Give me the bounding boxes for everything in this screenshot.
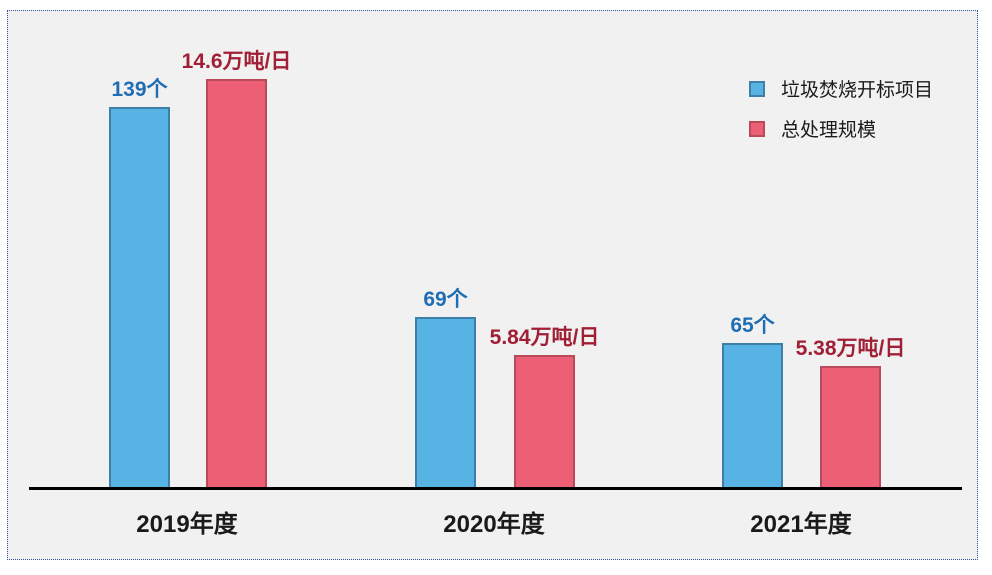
plot-area: 139个 14.6万吨/日 69个 5.84万吨/日 65个 5.38万吨/日 2019年…	[8, 11, 977, 559]
bar-scale-g1	[206, 79, 267, 489]
legend-label-projects: 垃圾焚烧开标项目	[781, 80, 934, 101]
bar-projects-g3	[722, 343, 783, 489]
bar-scale-g3	[820, 366, 881, 489]
x-axis-label-2: 2020年度	[443, 511, 545, 538]
bar-projects-g2	[415, 317, 476, 489]
chart-frame: 139个 14.6万吨/日 69个 5.84万吨/日 65个 5.38万吨/日 2019年…	[7, 10, 978, 560]
x-axis-line	[29, 487, 962, 490]
bar-value-label-scale-g1: 14.6万吨/日	[181, 49, 292, 73]
x-axis-label-3: 2021年度	[750, 511, 852, 538]
legend-item-scale: 总处理规模	[749, 115, 933, 142]
bar-value-label-projects-g2: 69个	[423, 287, 468, 311]
bar-value-label-scale-g3: 5.38万吨/日	[795, 336, 906, 360]
legend: 垃圾焚烧开标项目 总处理规模	[749, 75, 933, 155]
bar-scale-g2	[514, 355, 575, 489]
bar-projects-g1	[109, 107, 170, 489]
bar-value-label-projects-g1: 139个	[111, 77, 168, 101]
legend-swatch-blue	[749, 80, 765, 97]
legend-swatch-red	[749, 120, 765, 137]
legend-label-scale: 总处理规模	[781, 120, 877, 141]
x-axis-label-1: 2019年度	[136, 511, 238, 538]
legend-item-projects: 垃圾焚烧开标项目	[749, 75, 933, 102]
bar-value-label-scale-g2: 5.84万吨/日	[489, 325, 600, 349]
bar-value-label-projects-g3: 65个	[730, 313, 775, 337]
